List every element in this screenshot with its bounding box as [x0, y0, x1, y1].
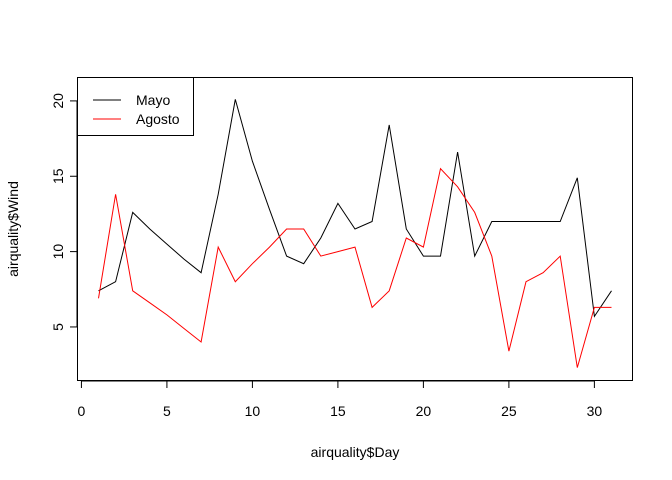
- x-tick-label: 10: [245, 403, 261, 419]
- series-line-agosto: [98, 167, 612, 368]
- legend: Mayo Agosto: [77, 77, 194, 136]
- x-tick-label: 5: [163, 403, 171, 419]
- x-tick-label: 20: [416, 403, 432, 419]
- x-axis-title: airquality$Day: [311, 444, 400, 460]
- y-tick-label: 15: [50, 168, 66, 184]
- axes: 0 5 10 15 20 25 30 5 10 15 20: [50, 93, 602, 419]
- legend-label: Agosto: [136, 111, 180, 127]
- y-axis-title: airquality$Wind: [5, 181, 21, 277]
- plot-lines: [98, 99, 612, 368]
- y-tick-label: 10: [50, 244, 66, 260]
- series-line-mayo: [98, 99, 612, 318]
- x-tick-label: 25: [501, 403, 517, 419]
- y-tick-label: 20: [50, 93, 66, 109]
- plot-frame: [77, 77, 633, 381]
- legend-label: Mayo: [136, 92, 170, 108]
- legend-box: [77, 77, 194, 136]
- x-tick-label: 0: [78, 403, 86, 419]
- y-tick-label: 5: [50, 323, 66, 331]
- x-tick-label: 30: [587, 403, 603, 419]
- x-tick-label: 15: [330, 403, 346, 419]
